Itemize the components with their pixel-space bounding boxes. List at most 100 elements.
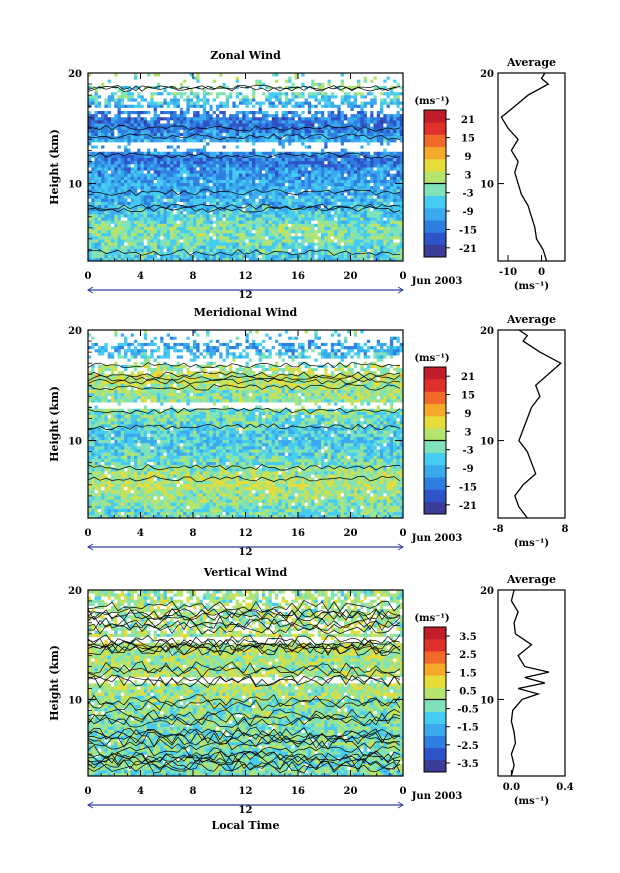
heatmap-cell: [245, 129, 250, 133]
heatmap-cell: [156, 254, 161, 259]
heatmap-cell: [222, 163, 227, 168]
heatmap-cell: [350, 242, 355, 246]
heatmap-cell: [107, 254, 112, 259]
heatmap-cell: [166, 245, 171, 249]
heatmap-cell: [376, 220, 381, 224]
heatmap-cell: [252, 257, 256, 262]
heatmap-cell: [88, 223, 92, 227]
heatmap-cell: [363, 98, 368, 102]
heatmap-cell: [347, 185, 351, 190]
heatmap-cell: [215, 235, 220, 240]
heatmap-cell: [301, 229, 305, 234]
heatmap-cell: [97, 207, 102, 212]
heatmap-cell: [229, 148, 233, 152]
heatmap-cell: [215, 257, 220, 262]
heatmap-cell: [337, 104, 342, 108]
heatmap-cell: [389, 201, 394, 205]
heatmap-cell: [143, 235, 148, 240]
heatmap-cell: [127, 157, 132, 162]
heatmap-cell: [133, 210, 138, 215]
heatmap-cell: [373, 201, 378, 205]
heatmap-cell: [160, 173, 164, 177]
heatmap-cell: [176, 120, 181, 124]
heatmap-cell: [366, 185, 371, 190]
heatmap-cell: [298, 126, 302, 130]
heatmap-cell: [380, 242, 384, 246]
heatmap-cell: [170, 257, 174, 262]
heatmap-cell: [301, 138, 305, 143]
heatmap-cell: [261, 235, 266, 240]
heatmap-cell: [242, 104, 246, 108]
heatmap-cell: [110, 185, 115, 190]
heatmap-cell: [202, 160, 207, 165]
heatmap-cell: [248, 110, 253, 115]
heatmap-cell: [127, 239, 132, 243]
heatmap-cell: [281, 201, 286, 205]
heatmap-cell: [176, 126, 181, 130]
heatmap-cell: [124, 126, 128, 130]
heatmap-cell: [317, 141, 322, 146]
heatmap-cell: [373, 192, 378, 196]
heatmap-cell: [166, 185, 171, 190]
heatmap-cell: [360, 132, 365, 137]
heatmap-cell: [156, 151, 161, 155]
heatmap-cell: [127, 198, 132, 202]
heatmap-cell: [232, 107, 237, 111]
heatmap-cell: [271, 185, 276, 190]
heatmap-cell: [156, 135, 161, 140]
heatmap-cell: [215, 185, 220, 190]
heatmap-cell: [133, 151, 138, 155]
heatmap-cell: [330, 214, 335, 218]
heatmap-cell: [291, 132, 296, 137]
heatmap-cell: [281, 235, 286, 240]
heatmap-cell: [232, 195, 237, 199]
heatmap-cell: [202, 245, 207, 249]
heatmap-cell: [301, 188, 305, 193]
heatmap-cell: [235, 251, 240, 256]
heatmap-cell: [193, 182, 197, 187]
heatmap-cell: [294, 201, 299, 205]
heatmap-cell: [281, 257, 286, 262]
heatmap-cell: [347, 141, 351, 146]
heatmap-cell: [124, 235, 128, 240]
heatmap-cell: [97, 176, 102, 180]
heatmap-cell: [389, 123, 394, 127]
heatmap-cell: [353, 126, 358, 130]
heatmap-cell: [160, 242, 164, 246]
heatmap-cell: [284, 229, 289, 234]
heatmap-cell: [330, 173, 335, 177]
heatmap-cell: [124, 217, 128, 221]
heatmap-cell: [186, 154, 191, 158]
heatmap-cell: [150, 126, 155, 130]
heatmap-cell: [360, 148, 365, 152]
heatmap-cell: [396, 210, 401, 215]
heatmap-cell: [110, 120, 115, 124]
heatmap-cell: [101, 188, 105, 193]
heatmap-cell: [101, 232, 105, 237]
heatmap-cell: [232, 257, 237, 262]
heatmap-cell: [91, 148, 95, 152]
heatmap-cell: [334, 148, 338, 152]
heatmap-cell: [156, 176, 161, 180]
heatmap-cell: [396, 145, 401, 149]
heatmap-cell: [320, 257, 325, 262]
heatmap-cell: [383, 110, 387, 115]
heatmap-cell: [399, 201, 404, 205]
heatmap-cell: [160, 98, 164, 102]
heatmap-cell: [248, 120, 253, 124]
heatmap-cell: [245, 239, 250, 243]
heatmap-cell: [278, 138, 282, 143]
heatmap-cell: [245, 101, 250, 105]
heatmap-cell: [166, 176, 171, 180]
heatmap-cell: [229, 160, 233, 165]
heatmap-cell: [215, 182, 220, 187]
heatmap-cell: [324, 239, 328, 243]
heatmap-cell: [330, 182, 335, 187]
heatmap-cell: [268, 101, 273, 105]
heatmap-cell: [140, 110, 145, 115]
heatmap-cell: [147, 163, 151, 168]
heatmap-cell: [265, 145, 269, 149]
heatmap-cell: [314, 148, 319, 152]
heatmap-cell: [91, 151, 95, 155]
heatmap-cell: [104, 141, 109, 146]
